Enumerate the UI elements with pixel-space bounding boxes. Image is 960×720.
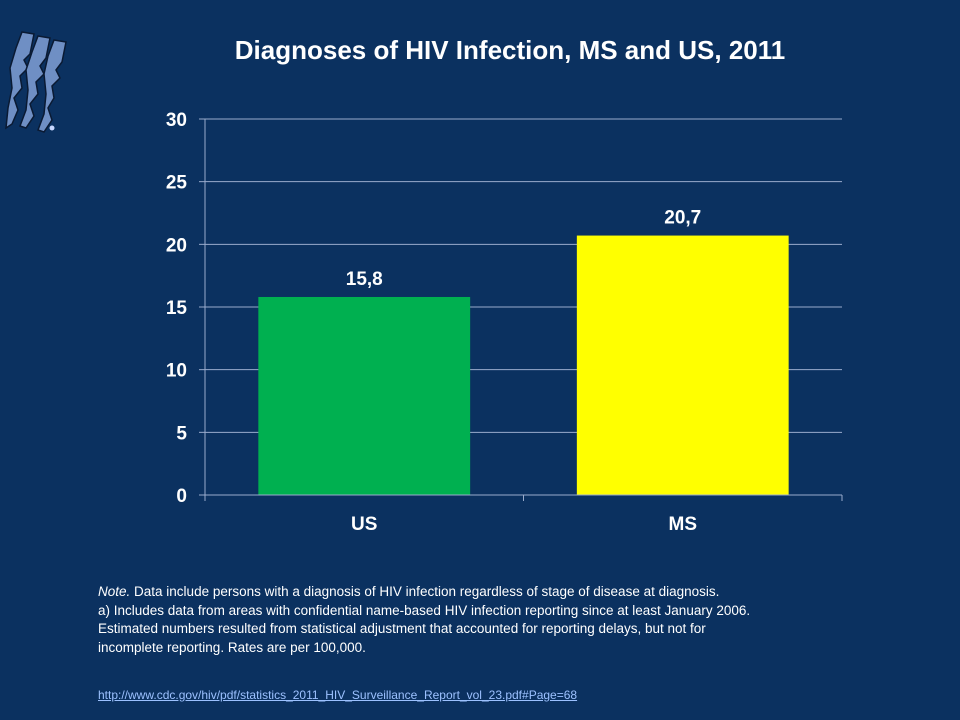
bar-chart: 0 5 10 15 20 25 30 15,8 US 20,7 MS [166,110,843,535]
y-tick-label-25: 25 [166,173,188,194]
note-line-4: incomplete reporting. Rates are per 100,… [98,639,366,655]
source-link[interactable]: http://www.cdc.gov/hiv/pdf/statistics_20… [98,688,578,702]
data-label-ms: 20,7 [664,208,701,229]
bar-ms [576,235,789,495]
data-label-us: 15,8 [346,269,383,290]
note-lead: Note. [98,584,131,599]
y-tick-label-0: 0 [176,486,187,507]
y-tick-label-15: 15 [166,298,188,319]
note-line-2: a) Includes data from areas with confide… [98,602,751,618]
y-tick-label-5: 5 [176,423,187,444]
y-tick-label-30: 30 [166,110,187,131]
chart-title: Diagnoses of HIV Infection, MS and US, 2… [234,35,786,65]
y-tick-label-10: 10 [166,361,187,382]
y-tick-label-20: 20 [166,235,187,256]
note-line-1: Note. Data include persons with a diagno… [98,583,898,602]
category-label-us: US [351,514,377,535]
mississippi-faces-logo-icon [5,31,67,133]
note-line-3: Estimated numbers resulted from statisti… [98,621,706,636]
category-label-ms: MS [669,514,698,535]
bar-us [258,296,471,495]
note-text: Data include persons with a diagnosis of… [130,584,720,599]
footnotes: Note. Data include persons with a diagno… [98,583,898,657]
